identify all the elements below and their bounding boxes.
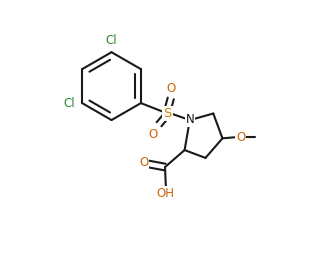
Text: O: O (166, 82, 175, 95)
Text: O: O (139, 156, 148, 169)
Text: S: S (164, 107, 172, 120)
Text: Cl: Cl (64, 97, 75, 110)
Text: OH: OH (157, 187, 175, 200)
Text: O: O (149, 128, 158, 141)
Text: O: O (236, 130, 245, 144)
Text: N: N (185, 113, 194, 126)
Text: Cl: Cl (106, 34, 117, 47)
